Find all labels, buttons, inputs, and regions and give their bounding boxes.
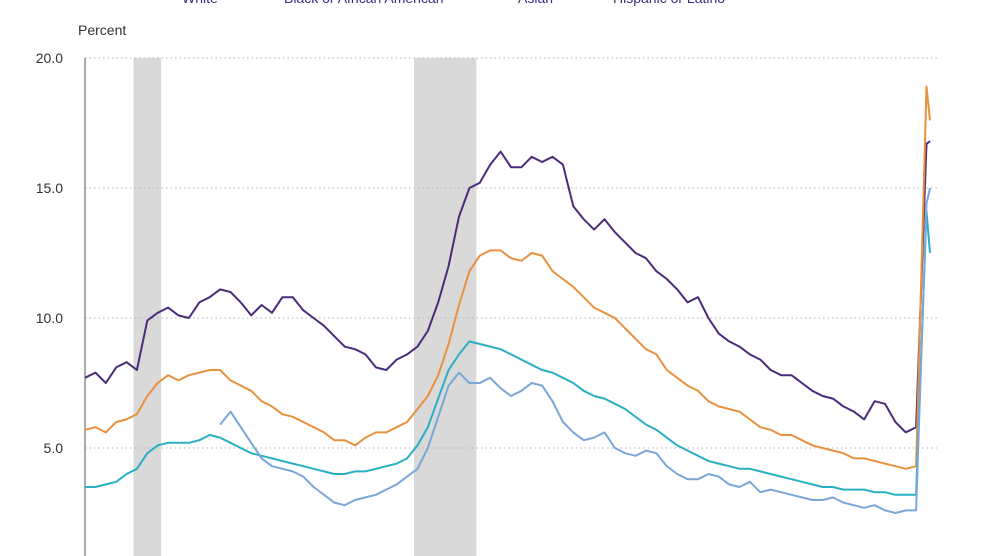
y-tick-label: 20.0 — [36, 50, 63, 66]
series-lines — [84, 85, 931, 514]
legend: White Black or African American Asian Hispa… — [182, 0, 725, 6]
legend-entry: Hispanic or Latino — [613, 0, 725, 6]
series-line-white — [85, 210, 931, 496]
y-tick-label: 15.0 — [36, 180, 63, 196]
series-line-asian — [219, 187, 931, 514]
recession-band-2 — [413, 58, 477, 556]
recession-shading — [133, 58, 477, 556]
y-tick-label: 10.0 — [36, 310, 63, 326]
recession-band-1 — [133, 58, 162, 556]
legend-entry: Asian — [518, 0, 553, 6]
y-tick-labels: 5.0 10.0 15.0 20.0 — [36, 50, 63, 456]
y-tick-label: 5.0 — [44, 440, 64, 456]
series-line-black-or-african-american — [84, 140, 931, 434]
gridlines — [85, 57, 940, 449]
legend-entry: Black or African American — [284, 0, 444, 6]
legend-entry: White — [182, 0, 218, 6]
series-line-hispanic-or-latino — [84, 85, 931, 470]
y-axis-title: Percent — [78, 22, 126, 38]
